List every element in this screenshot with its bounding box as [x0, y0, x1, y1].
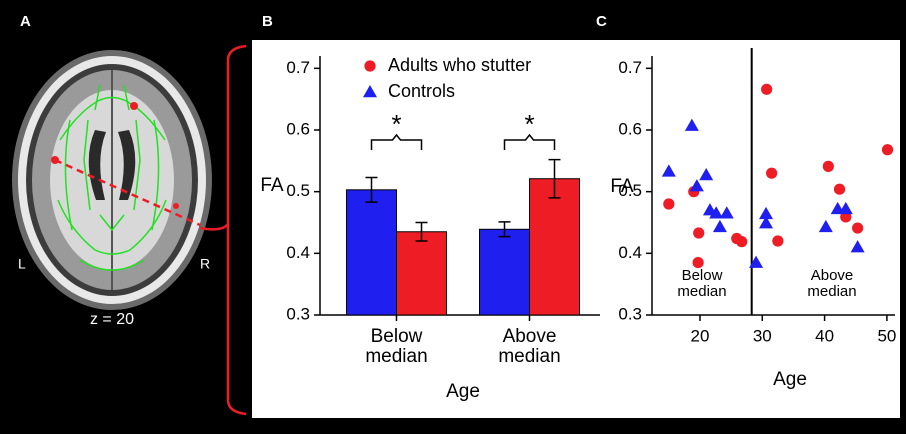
- circle-marker: [761, 84, 772, 95]
- circle-marker: [766, 168, 777, 179]
- y-tick-label: 0.7: [618, 58, 642, 77]
- circle-marker: [364, 60, 375, 71]
- panel-label: A: [20, 13, 31, 30]
- x-tick-label: Below median: [342, 327, 452, 367]
- bar: [347, 190, 397, 315]
- annotation: Below median: [662, 268, 742, 300]
- annotation: Above median: [792, 268, 872, 300]
- annotation-box: Below median: [662, 268, 742, 328]
- bar: [397, 232, 447, 315]
- circle-marker: [852, 222, 863, 233]
- y-tick-label: 0.4: [286, 243, 310, 262]
- bar: [530, 179, 580, 315]
- x-tick-label: 30: [753, 326, 772, 345]
- x-axis-label: Age: [773, 369, 807, 390]
- figure: A L R z = 20 B 0.3 0.4 0.5 0.6 0.7 Below media…: [0, 0, 906, 434]
- circle-marker: [882, 144, 893, 155]
- y-axis-label: FA: [260, 175, 284, 196]
- significance-label: *: [391, 109, 401, 139]
- page: {"panel_a": {"label": "A", "left": "L", …: [0, 0, 906, 434]
- legend-label: Adults who stutter: [388, 55, 531, 75]
- x-tick-label-box: Below median: [342, 327, 452, 387]
- x-tick-label: 20: [691, 326, 710, 345]
- significance-label: *: [524, 109, 534, 139]
- y-tick-label: 0.6: [618, 119, 642, 138]
- circle-marker: [663, 198, 674, 209]
- x-tick-label: Above median: [475, 327, 585, 367]
- left-label: L: [18, 256, 26, 272]
- legend-label: Controls: [388, 81, 455, 101]
- circle-marker: [772, 235, 783, 246]
- annotation-box: Above median: [792, 268, 872, 328]
- circle-marker: [693, 257, 704, 268]
- x-tick-label: 50: [877, 326, 896, 345]
- x-tick-label: 40: [815, 326, 834, 345]
- x-axis-label: Age: [446, 381, 480, 402]
- circle-marker: [736, 236, 747, 247]
- y-tick-label: 0.5: [286, 181, 310, 200]
- slice-label: z = 20: [90, 311, 134, 328]
- panel-label: B: [262, 13, 273, 30]
- y-axis-label: FA: [610, 176, 634, 197]
- y-tick-label: 0.7: [286, 58, 310, 77]
- x-tick-label-box: Above median: [475, 327, 585, 387]
- y-tick-label: 0.4: [618, 243, 642, 262]
- circle-marker: [693, 227, 704, 238]
- bar: [480, 229, 530, 315]
- right-label: R: [200, 256, 210, 272]
- y-tick-label: 0.6: [286, 119, 310, 138]
- y-tick-label: 0.3: [618, 304, 642, 323]
- circle-marker: [823, 161, 834, 172]
- circle-marker: [834, 184, 845, 195]
- y-tick-label: 0.3: [286, 304, 310, 323]
- panel-label: C: [596, 13, 607, 30]
- brain-image: [12, 50, 212, 310]
